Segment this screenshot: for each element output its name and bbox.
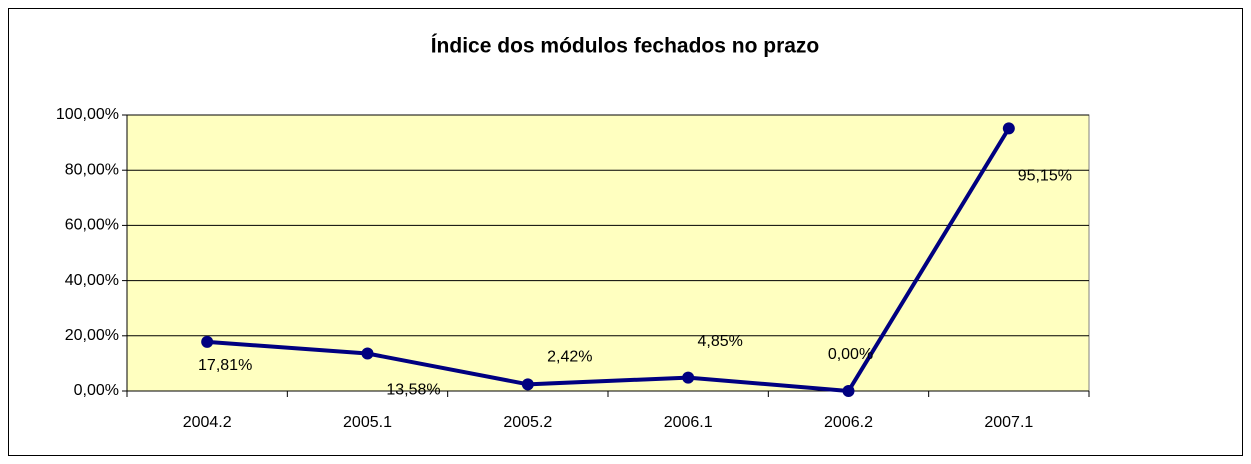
y-tick-label: 0,00% (74, 382, 119, 399)
x-tick-label: 2006.1 (664, 414, 713, 431)
data-point (201, 335, 214, 348)
y-tick-label: 20,00% (65, 327, 119, 344)
data-point (842, 385, 855, 397)
x-tick-label: 2004.2 (183, 414, 232, 431)
y-tick-label: 60,00% (65, 217, 119, 234)
data-point (1002, 122, 1015, 135)
chart-title: Índice dos módulos fechados no prazo (431, 35, 820, 58)
data-label: 13,58% (386, 382, 440, 399)
y-tick-label: 40,00% (65, 272, 119, 289)
y-tick-label: 80,00% (65, 161, 119, 178)
x-tick-label: 2006.2 (824, 414, 873, 431)
data-label: 4,85% (697, 333, 742, 350)
y-tick-label: 100,00% (56, 106, 119, 123)
data-label: 95,15% (1018, 168, 1072, 185)
x-tick-label: 2005.2 (503, 414, 552, 431)
data-label: 0,00% (828, 346, 873, 363)
x-tick-label: 2007.1 (984, 414, 1033, 431)
data-label: 2,42% (547, 349, 592, 366)
data-label: 17,81% (198, 357, 252, 374)
plot-area (126, 114, 1090, 392)
series-line (207, 127, 1011, 393)
data-point (682, 371, 695, 384)
data-point (361, 347, 374, 360)
x-tick-label: 2005.1 (343, 414, 392, 431)
data-point (521, 378, 534, 391)
